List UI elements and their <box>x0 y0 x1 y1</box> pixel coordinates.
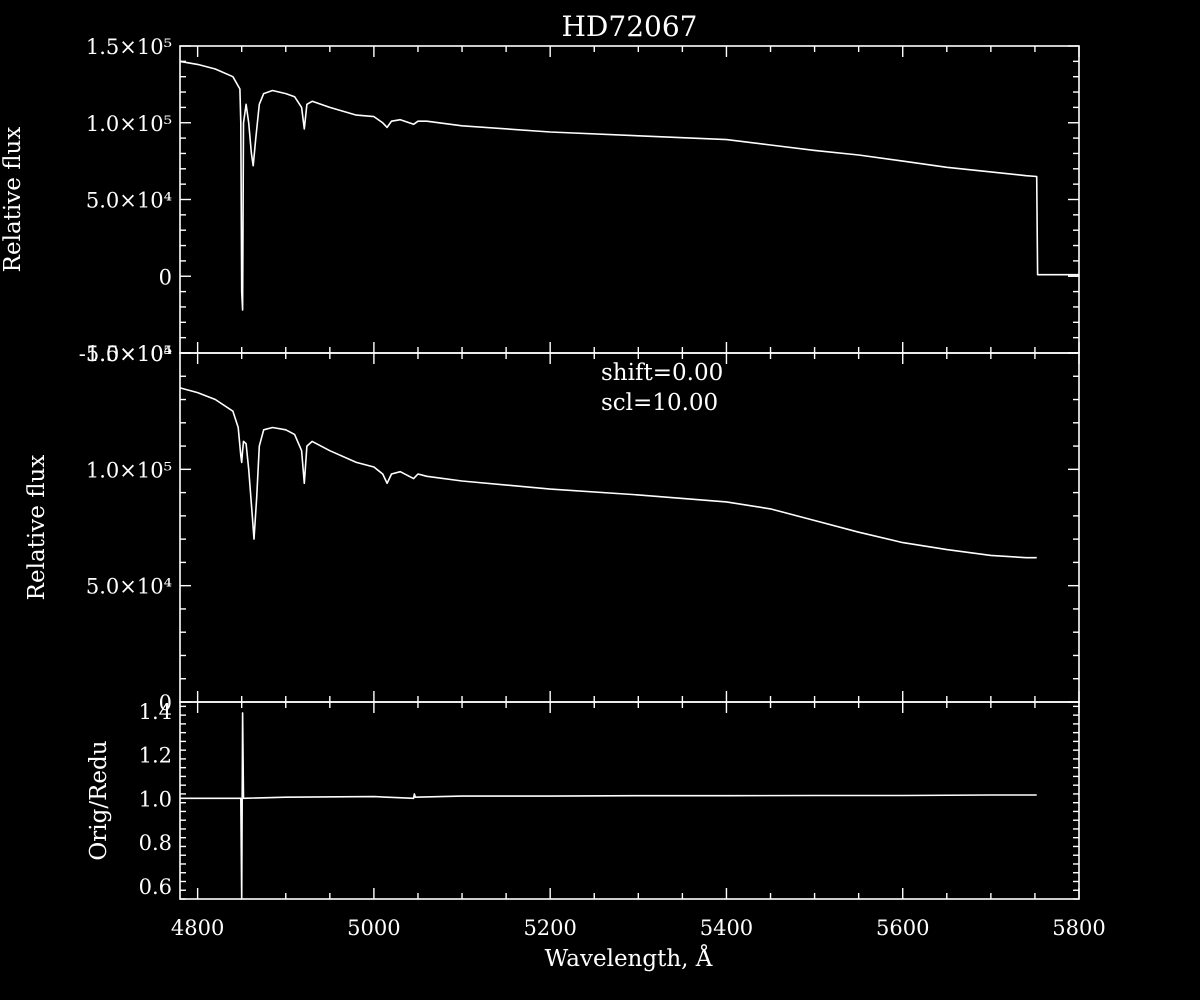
annotation-1: shift=0.00 <box>601 360 723 386</box>
y-tick-label: -5.0×10⁴ <box>79 342 172 366</box>
panel-1-frame <box>179 45 1080 354</box>
x-tick-label: 5000 <box>347 916 400 940</box>
chart-title: HD72067 <box>562 10 698 43</box>
panel-2-spectrum-line <box>179 387 1037 559</box>
y-axis-title: Relative flux <box>0 127 26 273</box>
y-tick-label: 1.0 <box>139 787 172 811</box>
x-tick-label: 4800 <box>171 916 224 940</box>
y-tick-label: 1.5×10⁵ <box>86 342 172 366</box>
y-tick-label: 1.0×10⁵ <box>86 458 172 482</box>
y-tick-label: 1.2 <box>139 744 172 768</box>
y-axis-title: Relative flux <box>24 455 50 601</box>
x-tick-label: 5200 <box>523 916 576 940</box>
y-tick-label: 0.6 <box>139 875 172 899</box>
y-tick-label: 5.0×10⁴ <box>86 575 172 599</box>
x-tick-label: 5800 <box>1052 916 1105 940</box>
y-tick-label: 0.8 <box>139 831 172 855</box>
annotation-2: scl=10.00 <box>601 390 718 416</box>
y-tick-label: 5.0×10⁴ <box>86 189 172 213</box>
y-tick-label: 1.5×10⁵ <box>86 35 172 59</box>
y-tick-label: 0 <box>159 265 172 289</box>
x-tick-label: 5600 <box>876 916 929 940</box>
panel-3-frame <box>179 701 1080 900</box>
y-axis-title: Orig/Redu <box>86 740 112 860</box>
panel-3-spectrum-line <box>180 712 1037 900</box>
y-tick-label: 1.4 <box>139 700 172 724</box>
y-tick-label: 0 <box>159 691 172 715</box>
panel-1-spectrum-line <box>179 60 1079 311</box>
y-tick-label: 1.0×10⁵ <box>86 112 172 136</box>
x-tick-label: 5400 <box>700 916 753 940</box>
x-axis-title: Wavelength, Å <box>545 944 713 972</box>
